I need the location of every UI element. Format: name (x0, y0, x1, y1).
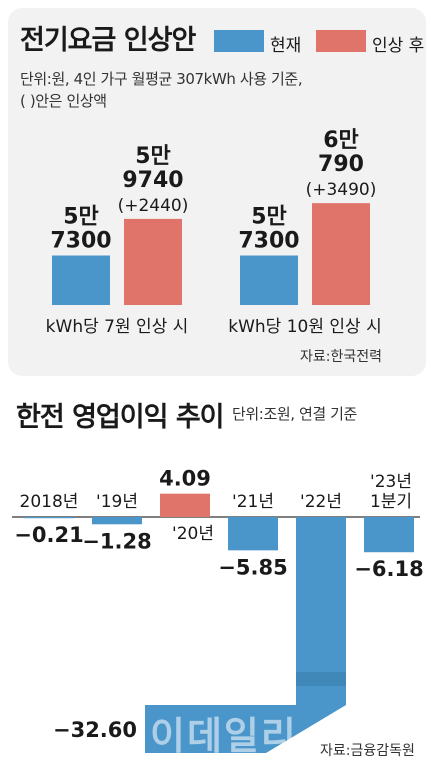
chart1-bar-1-0 (240, 255, 298, 305)
chart2-bar (364, 517, 414, 553)
chart2-value-label: −6.18 (354, 557, 423, 581)
legend-label-current: 현재 (270, 36, 302, 56)
chart2-category-label: 2018년 (20, 492, 79, 512)
chart2-value-label: −1.28 (82, 529, 151, 553)
chart1-bar-0-1 (124, 218, 182, 305)
legend-label-after: 인상 후 (372, 36, 425, 56)
watermark-logo: 이데일리 (150, 714, 298, 758)
chart1-value-label: 5만 (63, 205, 99, 230)
legend-swatch-current (214, 30, 264, 52)
chart1-title: 전기요금 인상안 (20, 25, 196, 56)
chart1-value-label: 5만 (135, 144, 171, 169)
chart1-bar-0-0 (52, 255, 110, 305)
chart1-value-label: (+2440) (118, 196, 189, 216)
chart1-value-label: 790 (318, 152, 364, 177)
chart1-value-label: 7300 (50, 229, 111, 254)
chart2-category-label: '20년 (172, 524, 214, 544)
chart1-bar-1-1 (312, 203, 370, 305)
chart1-value-label: (+3490) (306, 180, 377, 200)
chart2-title: 한전 영업이익 추이 (16, 402, 225, 433)
chart2-plot: −0.21 2018년−1.28 '19년 4.09 '20년−5.85 '21년 −32.… (12, 467, 424, 753)
chart2-value-label: −5.85 (218, 555, 287, 579)
chart1-source: 자료:한국전력 (300, 349, 382, 365)
chart2-bar (24, 517, 74, 519)
chart2-bar (228, 517, 278, 551)
chart1-value-label: 9740 (122, 168, 183, 193)
legend-swatch-after (316, 30, 366, 52)
chart2-bar (92, 517, 142, 525)
chart2-unit: 단위:조원, 연결 기준 (232, 405, 357, 423)
chart2-category-label: '22년 (300, 492, 342, 512)
chart1-value-label: 5만 (251, 205, 287, 230)
chart2-bar (160, 493, 210, 517)
chart2-category-label: '21년 (232, 492, 274, 512)
chart2-category-label: '23년 (370, 472, 412, 492)
rate-increase-panel (8, 8, 426, 376)
chart2-bar (145, 517, 346, 753)
chart2-value-label: −32.60 (53, 718, 137, 742)
chart2-value-label: −0.21 (14, 523, 83, 547)
chart2-category-label: 1분기 (370, 492, 412, 512)
chart2-source: 자료:금융감독원 (320, 743, 415, 759)
chart2-bar-shade (296, 672, 346, 686)
chart2-value-label: 4.09 (159, 467, 211, 491)
chart1-category-label: kWh당 7원 인상 시 (46, 317, 189, 337)
chart1-paren-note: ( )안은 인상액 (20, 92, 107, 110)
chart1-category-label: kWh당 10원 인상 시 (228, 317, 381, 337)
chart1-value-label: 6만 (323, 128, 359, 153)
chart1-value-label: 7300 (238, 229, 299, 254)
chart1-unit-note: 단위:원, 4인 가구 월평균 307kWh 사용 기준, (20, 70, 303, 88)
chart2-category-label: '19년 (96, 492, 138, 512)
